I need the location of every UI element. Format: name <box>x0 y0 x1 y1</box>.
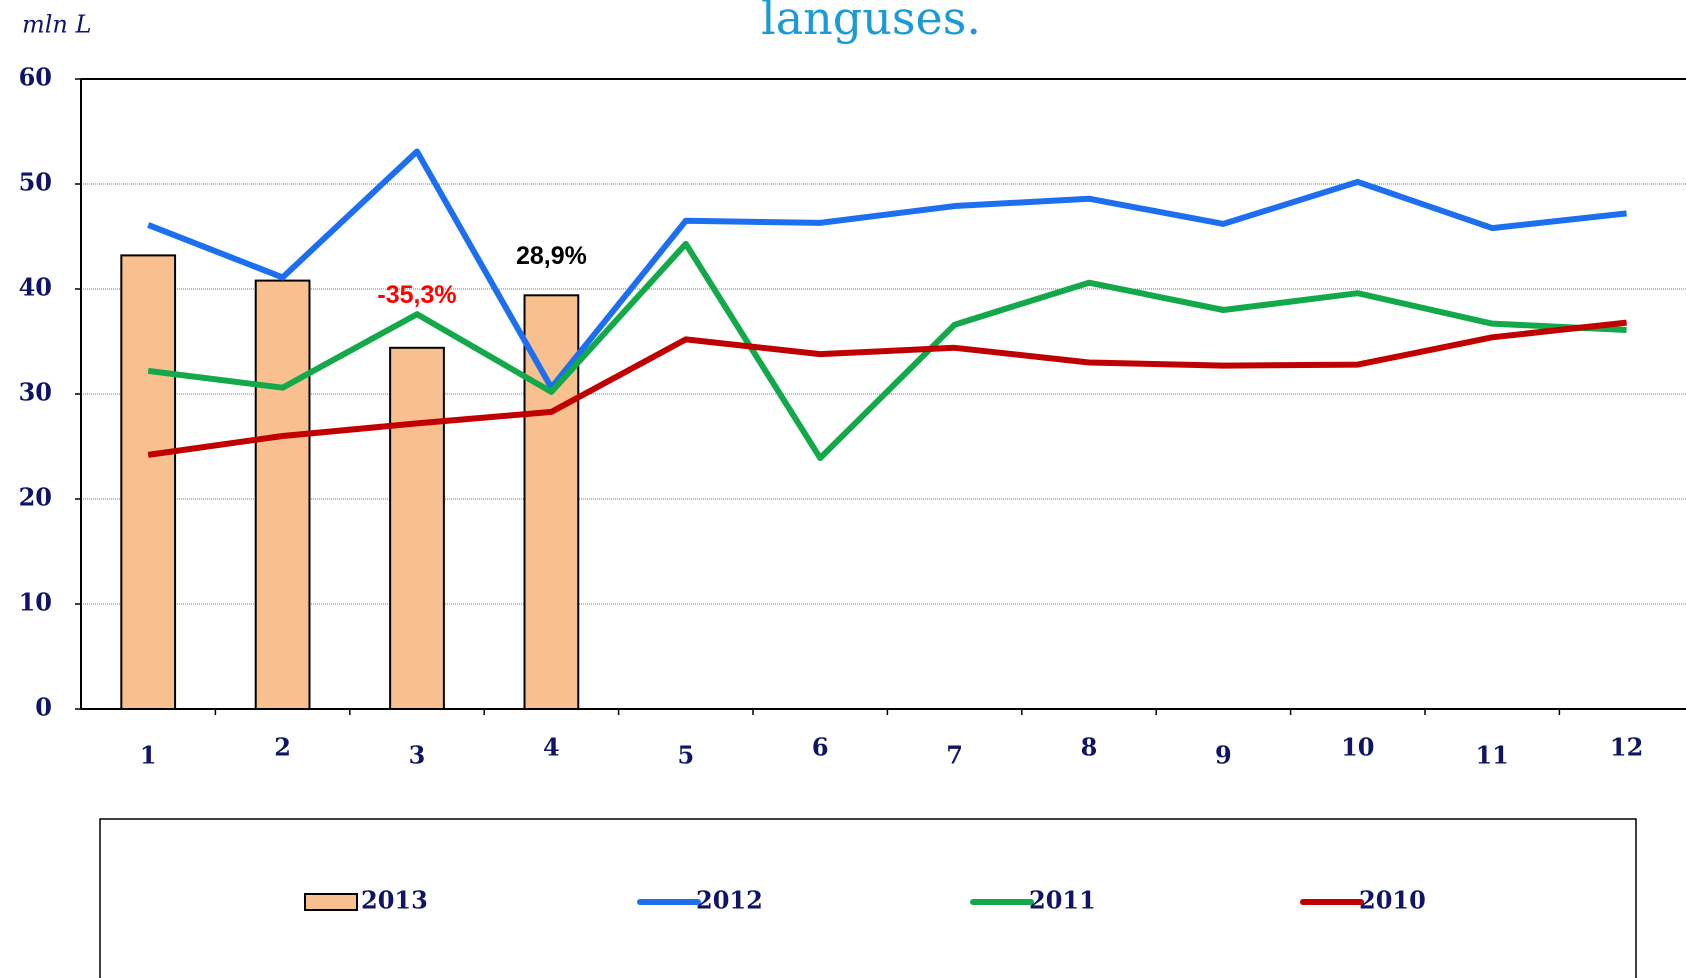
line-series <box>147 148 1627 391</box>
x-tick-label: 1 <box>140 741 157 770</box>
y-tick-label: 10 <box>19 588 52 617</box>
legend-swatch <box>304 893 358 911</box>
x-tick-label: 6 <box>812 733 829 762</box>
x-tick-label: 11 <box>1475 741 1508 770</box>
legend-label: 2010 <box>1359 886 1426 915</box>
y-tick-label: 50 <box>19 168 52 197</box>
x-tick-label: 2 <box>274 733 291 762</box>
bar <box>254 279 311 710</box>
y-tick-label: 60 <box>19 63 52 92</box>
x-tick-label: 12 <box>1610 733 1643 762</box>
x-tick-label: 8 <box>1081 733 1098 762</box>
x-tick-label: 5 <box>677 741 694 770</box>
x-tick-label: 3 <box>409 741 426 770</box>
legend-label: 2011 <box>1029 886 1096 915</box>
x-tick-label: 9 <box>1215 741 1232 770</box>
bar <box>389 346 445 710</box>
bar <box>120 254 177 710</box>
annotation: -35,3% <box>377 281 456 309</box>
y-tick-label: 30 <box>19 378 52 407</box>
x-tick-label: 10 <box>1341 733 1374 762</box>
line-series <box>147 240 1627 462</box>
legend-box <box>99 818 1637 978</box>
legend-label: 2013 <box>361 886 428 915</box>
y-tick-label: 20 <box>19 483 52 512</box>
x-tick-label: 7 <box>946 741 963 770</box>
legend-label: 2012 <box>696 886 763 915</box>
y-axis-label: mln L <box>22 11 91 39</box>
y-tick-label: 40 <box>19 273 52 302</box>
line-series <box>147 319 1627 458</box>
y-tick-label: 0 <box>35 693 52 722</box>
chart-title: languses. <box>761 0 981 45</box>
x-tick-label: 4 <box>543 733 560 762</box>
annotation: 28,9% <box>516 242 587 270</box>
